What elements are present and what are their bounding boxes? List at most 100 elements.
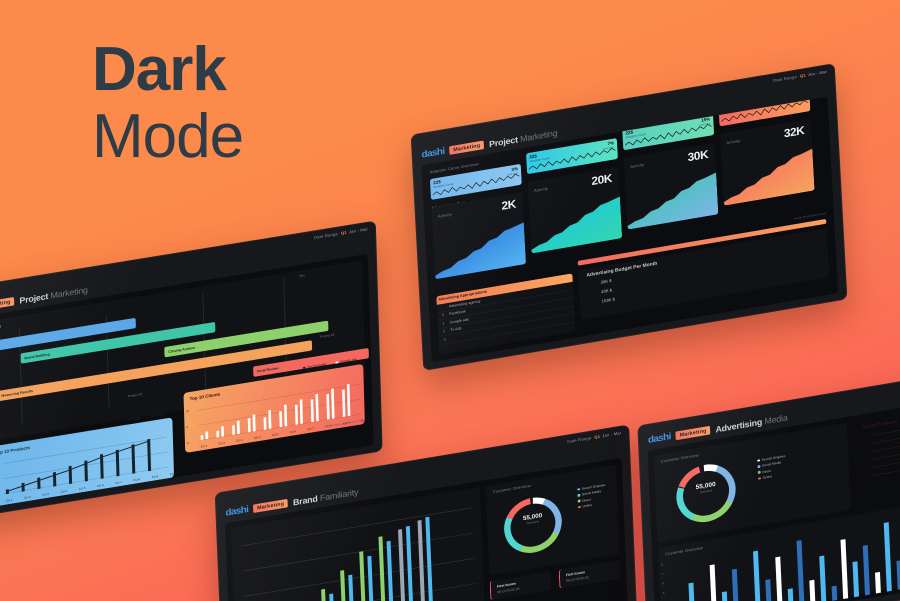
top-10-clients-chart: [197, 383, 361, 441]
stat-card[interactable]: First Itunes 08-23 03:02:25: [558, 559, 621, 589]
axis-tick-x: CU 5: [78, 486, 86, 491]
dashboard-mockup-project-marketing-topright[interactable]: Date Range Q1 Jan - Mar dashi Marketing …: [410, 63, 848, 371]
advertising-budget-values: 35K $ 40K $153K $: [601, 278, 616, 309]
marketing-badge[interactable]: Marketing: [0, 296, 15, 312]
card-top-10-clients[interactable]: Top 10 Clients Social media Google ads: [183, 357, 369, 453]
activity-card-row: Activity 2K Activity 20K Activity 30K Activity…: [421, 97, 827, 280]
bar: [731, 568, 739, 601]
dashboard-title-light: Marketing: [50, 284, 88, 301]
bar: [721, 591, 729, 601]
axis-tick-y: 8: [661, 562, 664, 567]
bar: [819, 555, 827, 601]
kpi-sparkline: [624, 124, 712, 146]
activity-card[interactable]: Activity 32K: [720, 118, 815, 206]
bar: [852, 561, 860, 598]
dashi-logo[interactable]: dashi: [647, 431, 672, 446]
screen-adv-media: Customer Overview 55,000 Overview Search…: [647, 398, 900, 601]
legend-label: Online: [582, 503, 593, 509]
legend-dot-icon: [302, 366, 306, 370]
axis-tick-x: CU 10: [169, 471, 179, 477]
date-range-quarter[interactable]: Q1: [340, 229, 347, 236]
date-range-quarter[interactable]: Q1: [594, 433, 601, 440]
dashi-logo[interactable]: dashi: [225, 504, 249, 519]
date-range-months: Jan - Mar: [348, 225, 369, 234]
bar: [840, 539, 849, 600]
row-index: 3: [443, 337, 446, 342]
kpi-sparkline: [432, 174, 520, 196]
card-brand-bars[interactable]: Dec: [231, 486, 486, 601]
top-10-clients-title: Top 10 Clients: [189, 391, 221, 402]
kpi-value: 22$: [721, 105, 730, 112]
dashboard-mockup-advertising-media[interactable]: dashi Marketing Advertising Media Custom…: [637, 370, 900, 601]
kpi-card[interactable]: 22$ Adoption Curve 7% Last One: [526, 138, 618, 175]
legend-dot-icon: [128, 418, 131, 421]
marketing-badge[interactable]: Marketing: [449, 140, 485, 155]
axis-tick-x: CU 1: [200, 443, 208, 449]
activity-value: 32K: [783, 123, 805, 141]
stat-card[interactable]: First Itunes 08-23 03:02:25: [489, 571, 552, 601]
legend-label: Online: [762, 474, 773, 481]
dashi-logo[interactable]: dashi: [421, 146, 445, 161]
axis-tick-x: CU 3: [42, 492, 50, 497]
top-10-products-chart: [3, 436, 168, 495]
card-customer-overview-bars[interactable]: Customer Overview 87654321: [657, 497, 900, 601]
bar: [753, 550, 761, 601]
axis-tick-y: 0: [859, 492, 861, 497]
gantt-bar-label: Closing Actions: [168, 345, 196, 354]
kpi-card[interactable]: 22$Adoption Curve22%Last One: [718, 96, 811, 127]
activity-card[interactable]: Activity 30K: [623, 142, 719, 230]
kpi-sparkline: [721, 100, 809, 122]
date-range-months: Jan - Mar: [807, 68, 828, 77]
kpi-card[interactable]: 22$ Adoption Curve 15% Last One: [622, 114, 715, 151]
donut-legend: Search Engines Social Media Direct Online: [757, 454, 786, 483]
activity-area-chart: [627, 172, 719, 230]
activity-label: Activity: [726, 138, 741, 146]
dashboard-mockup-project-marketing-left[interactable]: Date Range Q1 Jan - Mar dashi Marketing …: [0, 220, 383, 522]
legend-dot-icon: [577, 487, 580, 491]
date-range-label: Date Range: [567, 434, 592, 444]
axis-tick-y: 6: [662, 581, 665, 586]
axis-tick-y: 1: [858, 483, 861, 488]
dashboard-title-light: Familiarity: [319, 486, 359, 503]
axis-tick-y: 6: [856, 436, 859, 441]
row-index: [437, 306, 449, 308]
dashboard-mockup-brand-familiarity[interactable]: Date Range Q1 Jan - Mar dashi Marketing …: [214, 424, 638, 601]
legend-dot-icon: [577, 499, 581, 503]
date-range-quarter[interactable]: Q1: [799, 72, 806, 78]
kpi-sparkline: [528, 148, 616, 170]
date-range-label: Date Range: [313, 230, 339, 240]
bar: [709, 564, 718, 601]
page-title: Dark Mode: [92, 35, 244, 169]
budget-value: 153K $: [601, 296, 615, 304]
donut-legend: Search Engines Social Media Direct Online: [577, 483, 606, 512]
kpi-row: 22$ Adoption Curve 3% Last One 22$ Adoption C…: [421, 96, 827, 200]
screen-topright: Adoption Curve Overview Advertising effe…: [421, 96, 839, 362]
activity-value: 20K: [591, 171, 613, 189]
axis-tick-x: CU 4: [60, 489, 68, 494]
date-range-label: Date Range: [772, 73, 798, 83]
gantt-footer-right: Project 03: [320, 332, 335, 339]
bar: [765, 579, 772, 601]
row-index: 2: [443, 329, 446, 334]
card-advertising-appropriations[interactable]: Advertising Appropriations Advertising a…: [436, 273, 576, 355]
card-customer-overview-donut[interactable]: Customer Overview 55,000 Overview Search…: [485, 464, 620, 576]
axis-tick-x: CU 8: [133, 477, 141, 483]
axis-tick-x: CU 4: [254, 435, 261, 440]
axis-tick-x: CU 2: [218, 440, 226, 446]
axis-tick-y: 10: [185, 409, 190, 414]
budget-value: 40K $: [601, 287, 613, 295]
row-index: 1: [442, 321, 445, 326]
activity-card[interactable]: Activity 20K: [527, 166, 623, 254]
activity-card[interactable]: Activity 2K: [431, 192, 527, 280]
card-customer-overview-donut[interactable]: Customer Overview 55,000 Overview Search…: [653, 422, 851, 543]
screen-brand: Dec Customer Overview 55,000 Overview Se…: [224, 457, 629, 601]
axis-tick-y: 2: [858, 473, 860, 478]
marketing-badge[interactable]: Marketing: [253, 498, 289, 514]
dashboard-title-bold: Project: [19, 291, 49, 306]
screen-left: Project Process Task Dev Target MarketBr…: [0, 253, 374, 513]
heading-line-1: Dark: [92, 35, 227, 104]
kpi-card[interactable]: 22$ Adoption Curve 3% Last One: [429, 163, 522, 200]
card-top-10-products[interactable]: Top 10 Products Sales Costs: [0, 412, 178, 508]
marketing-badge[interactable]: Marketing: [675, 425, 711, 441]
